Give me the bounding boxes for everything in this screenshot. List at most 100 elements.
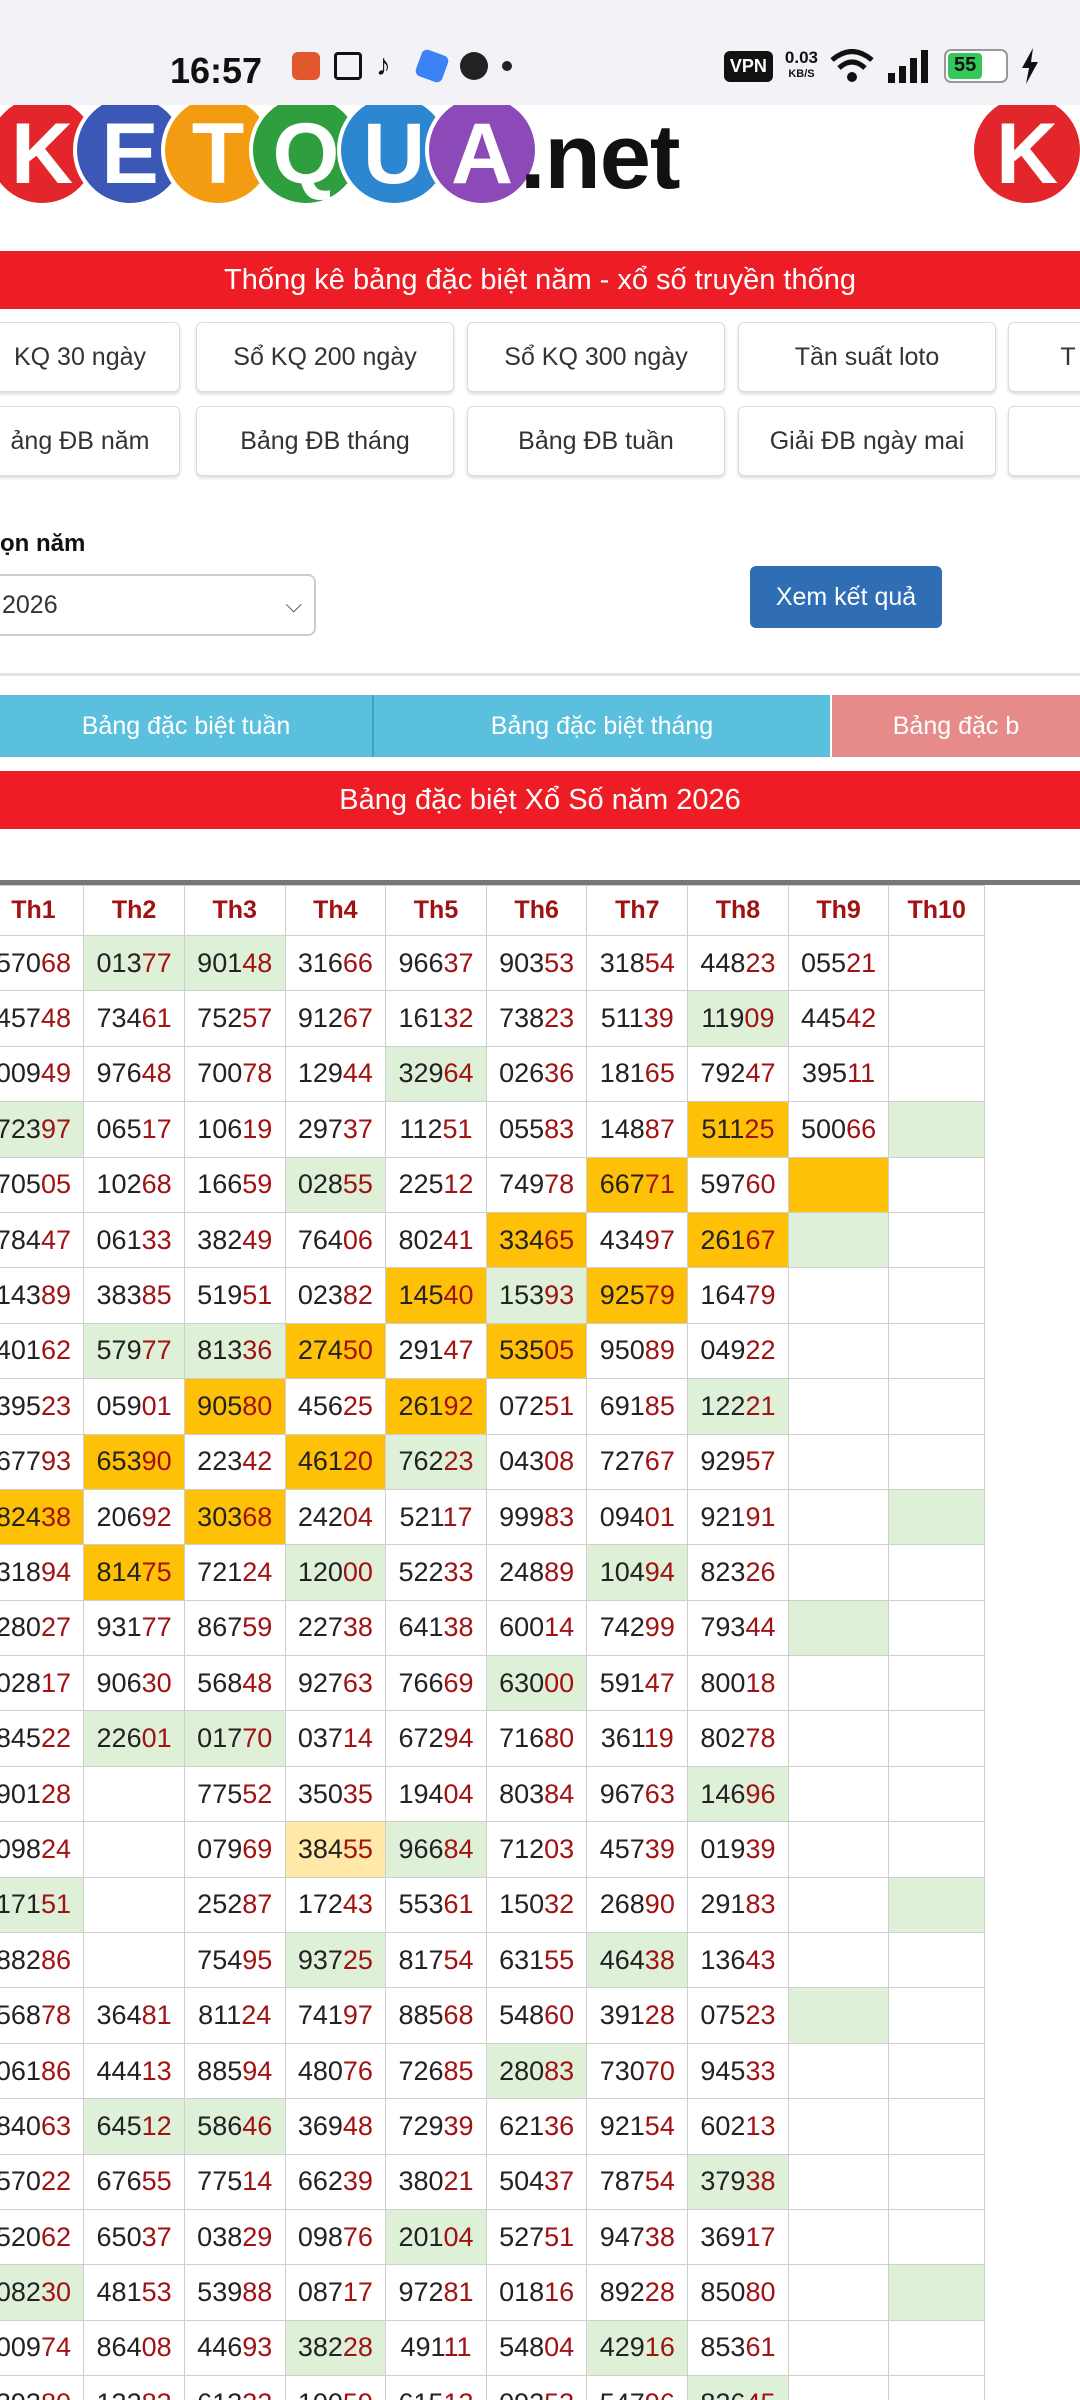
result-cell: 52062	[0, 2208, 85, 2266]
table-row: 57022 67655 77514 66239 38021 50437 78754 37938	[0, 2153, 985, 2210]
result-cell: 09401	[586, 1488, 689, 1546]
nav-button[interactable]: T	[1008, 322, 1080, 392]
result-cell: 45625	[284, 1378, 387, 1435]
result-cell: 02636	[485, 1045, 588, 1103]
speed-unit: KB/S	[788, 68, 815, 80]
table-row: 09824 07969 38455 96684 71203 45739 01939	[0, 1821, 985, 1878]
special-prize-table: Th1 Th2 Th3 Th4 Th5 Th6 Th7 Th8 Th9 Th10 57068 013…	[0, 880, 1080, 2400]
logo-suffix: .net	[520, 106, 681, 208]
result-cell: 14887	[586, 1101, 689, 1158]
tab-yearly[interactable]: Bảng đặc b	[832, 695, 1080, 757]
view-results-button[interactable]: Xem kết quả	[750, 566, 942, 628]
result-cell: 96684	[385, 1821, 487, 1878]
result-cell: 52233	[385, 1544, 487, 1601]
result-cell: 36119	[586, 1710, 689, 1767]
result-cell: 60014	[485, 1599, 588, 1657]
result-cell	[888, 1544, 985, 1601]
vpn-icon: VPN	[723, 50, 773, 82]
result-cell	[888, 1765, 985, 1823]
table-row: 14389 38385 51951 02382 14540 15393 92579 16479	[0, 1267, 985, 1324]
result-cell: 94533	[687, 2042, 789, 2100]
result-cell: 36917	[687, 2208, 789, 2266]
site-logo[interactable]: K E T Q U A .net K	[0, 105, 1080, 215]
logo-letter-ball: K	[970, 105, 1080, 207]
result-cell	[787, 1322, 890, 1380]
tab-monthly[interactable]: Bảng đặc biệt tháng	[372, 695, 830, 757]
result-cell: 22342	[183, 1433, 286, 1490]
result-cell: 56878	[0, 1987, 85, 2044]
result-cell: 13643	[687, 1932, 789, 1989]
result-cell: 02382	[284, 1267, 387, 1324]
page-title-banner: Thống kê bảng đặc biệt năm - xổ số truyề…	[0, 251, 1080, 309]
status-time: 16:57	[170, 50, 263, 91]
result-cell: 78447	[0, 1211, 85, 1269]
nav-button[interactable]: Sổ KQ 300 ngày	[467, 322, 725, 392]
nav-button[interactable]	[1008, 406, 1080, 476]
result-cell: 14389	[0, 1267, 85, 1324]
result-cell: 67655	[83, 2153, 185, 2210]
result-cell: 52117	[385, 1488, 487, 1546]
result-cell: 86408	[83, 2319, 185, 2377]
year-select[interactable]: 2026 ⌵	[0, 574, 316, 636]
month-header: Th6	[485, 885, 588, 936]
result-cell	[787, 1378, 890, 1435]
nav-button[interactable]: Bảng ĐB tuần	[467, 406, 725, 476]
result-cell: 45739	[586, 1821, 689, 1878]
nav-button[interactable]: Sổ KQ 200 ngày	[196, 322, 454, 392]
status-right: VPN 0.03 KB/S 55	[723, 48, 1040, 84]
result-cell: 66771	[586, 1156, 689, 1213]
result-cell: 93725	[284, 1932, 387, 1989]
result-cell: 25287	[183, 1876, 286, 1934]
game-icon	[292, 52, 320, 80]
nav-button[interactable]: Giải ĐB ngày mai	[738, 406, 996, 476]
result-cell: 37938	[687, 2153, 789, 2210]
nav-button[interactable]: Bảng ĐB tháng	[196, 406, 454, 476]
result-cell: 95089	[586, 1322, 689, 1380]
result-cell: 51125	[687, 1101, 789, 1158]
year-select-value: 2026	[2, 591, 58, 619]
result-cell: 10494	[586, 1544, 689, 1601]
result-cell: 75495	[183, 1932, 286, 1989]
result-cell: 24889	[485, 1544, 588, 1601]
circle-icon	[460, 52, 488, 80]
result-cell: 86759	[183, 1599, 286, 1657]
result-cell: 30368	[183, 1488, 286, 1546]
result-cell: 53505	[485, 1322, 588, 1380]
result-cell	[787, 1821, 890, 1878]
result-cell: 22738	[284, 1599, 387, 1657]
result-cell: 44542	[787, 990, 890, 1047]
result-cell: 54796	[586, 2375, 689, 2400]
tab-weekly[interactable]: Bảng đặc biệt tuần	[0, 695, 372, 757]
result-cell: 76406	[284, 1211, 387, 1269]
result-cell	[888, 2375, 985, 2400]
table-row: 72397 06517 10619 29737 11251 05583 14887 51125…	[0, 1101, 985, 1158]
result-cell: 90128	[0, 1765, 85, 1823]
result-cell: 01939	[687, 1821, 789, 1878]
result-cell: 52751	[485, 2208, 588, 2266]
result-cell: 28083	[485, 2042, 588, 2100]
result-cell: 02817	[0, 1655, 85, 1712]
result-cell: 82645	[687, 2375, 789, 2400]
result-cell: 97648	[83, 1045, 185, 1103]
result-cell	[888, 990, 985, 1047]
result-cell: 26192	[385, 1378, 487, 1435]
result-cell	[888, 1378, 985, 1435]
result-cell: 46438	[586, 1932, 689, 1989]
charging-icon	[1022, 48, 1038, 84]
nav-button[interactable]: KQ 30 ngày	[0, 322, 180, 392]
result-cell: 19404	[385, 1765, 487, 1823]
result-cell: 15393	[485, 1267, 588, 1324]
dot-icon	[502, 61, 512, 71]
results-table: Th1 Th2 Th3 Th4 Th5 Th6 Th7 Th8 Th9 Th10 57068 013…	[0, 885, 985, 2400]
result-cell: 35035	[284, 1765, 387, 1823]
result-cell	[888, 1655, 985, 1712]
result-cell: 76669	[385, 1655, 487, 1712]
result-cell: 88594	[183, 2042, 286, 2100]
nav-button[interactable]: ảng ĐB năm	[0, 406, 180, 476]
result-cell: 71680	[485, 1710, 588, 1767]
result-cell	[787, 2208, 890, 2266]
result-cell: 09876	[284, 2208, 387, 2266]
table-row: 78447 06133 38249 76406 80241 33465 43497 26167	[0, 1211, 985, 1269]
nav-button[interactable]: Tần suất loto	[738, 322, 996, 392]
result-cell	[83, 1765, 185, 1823]
